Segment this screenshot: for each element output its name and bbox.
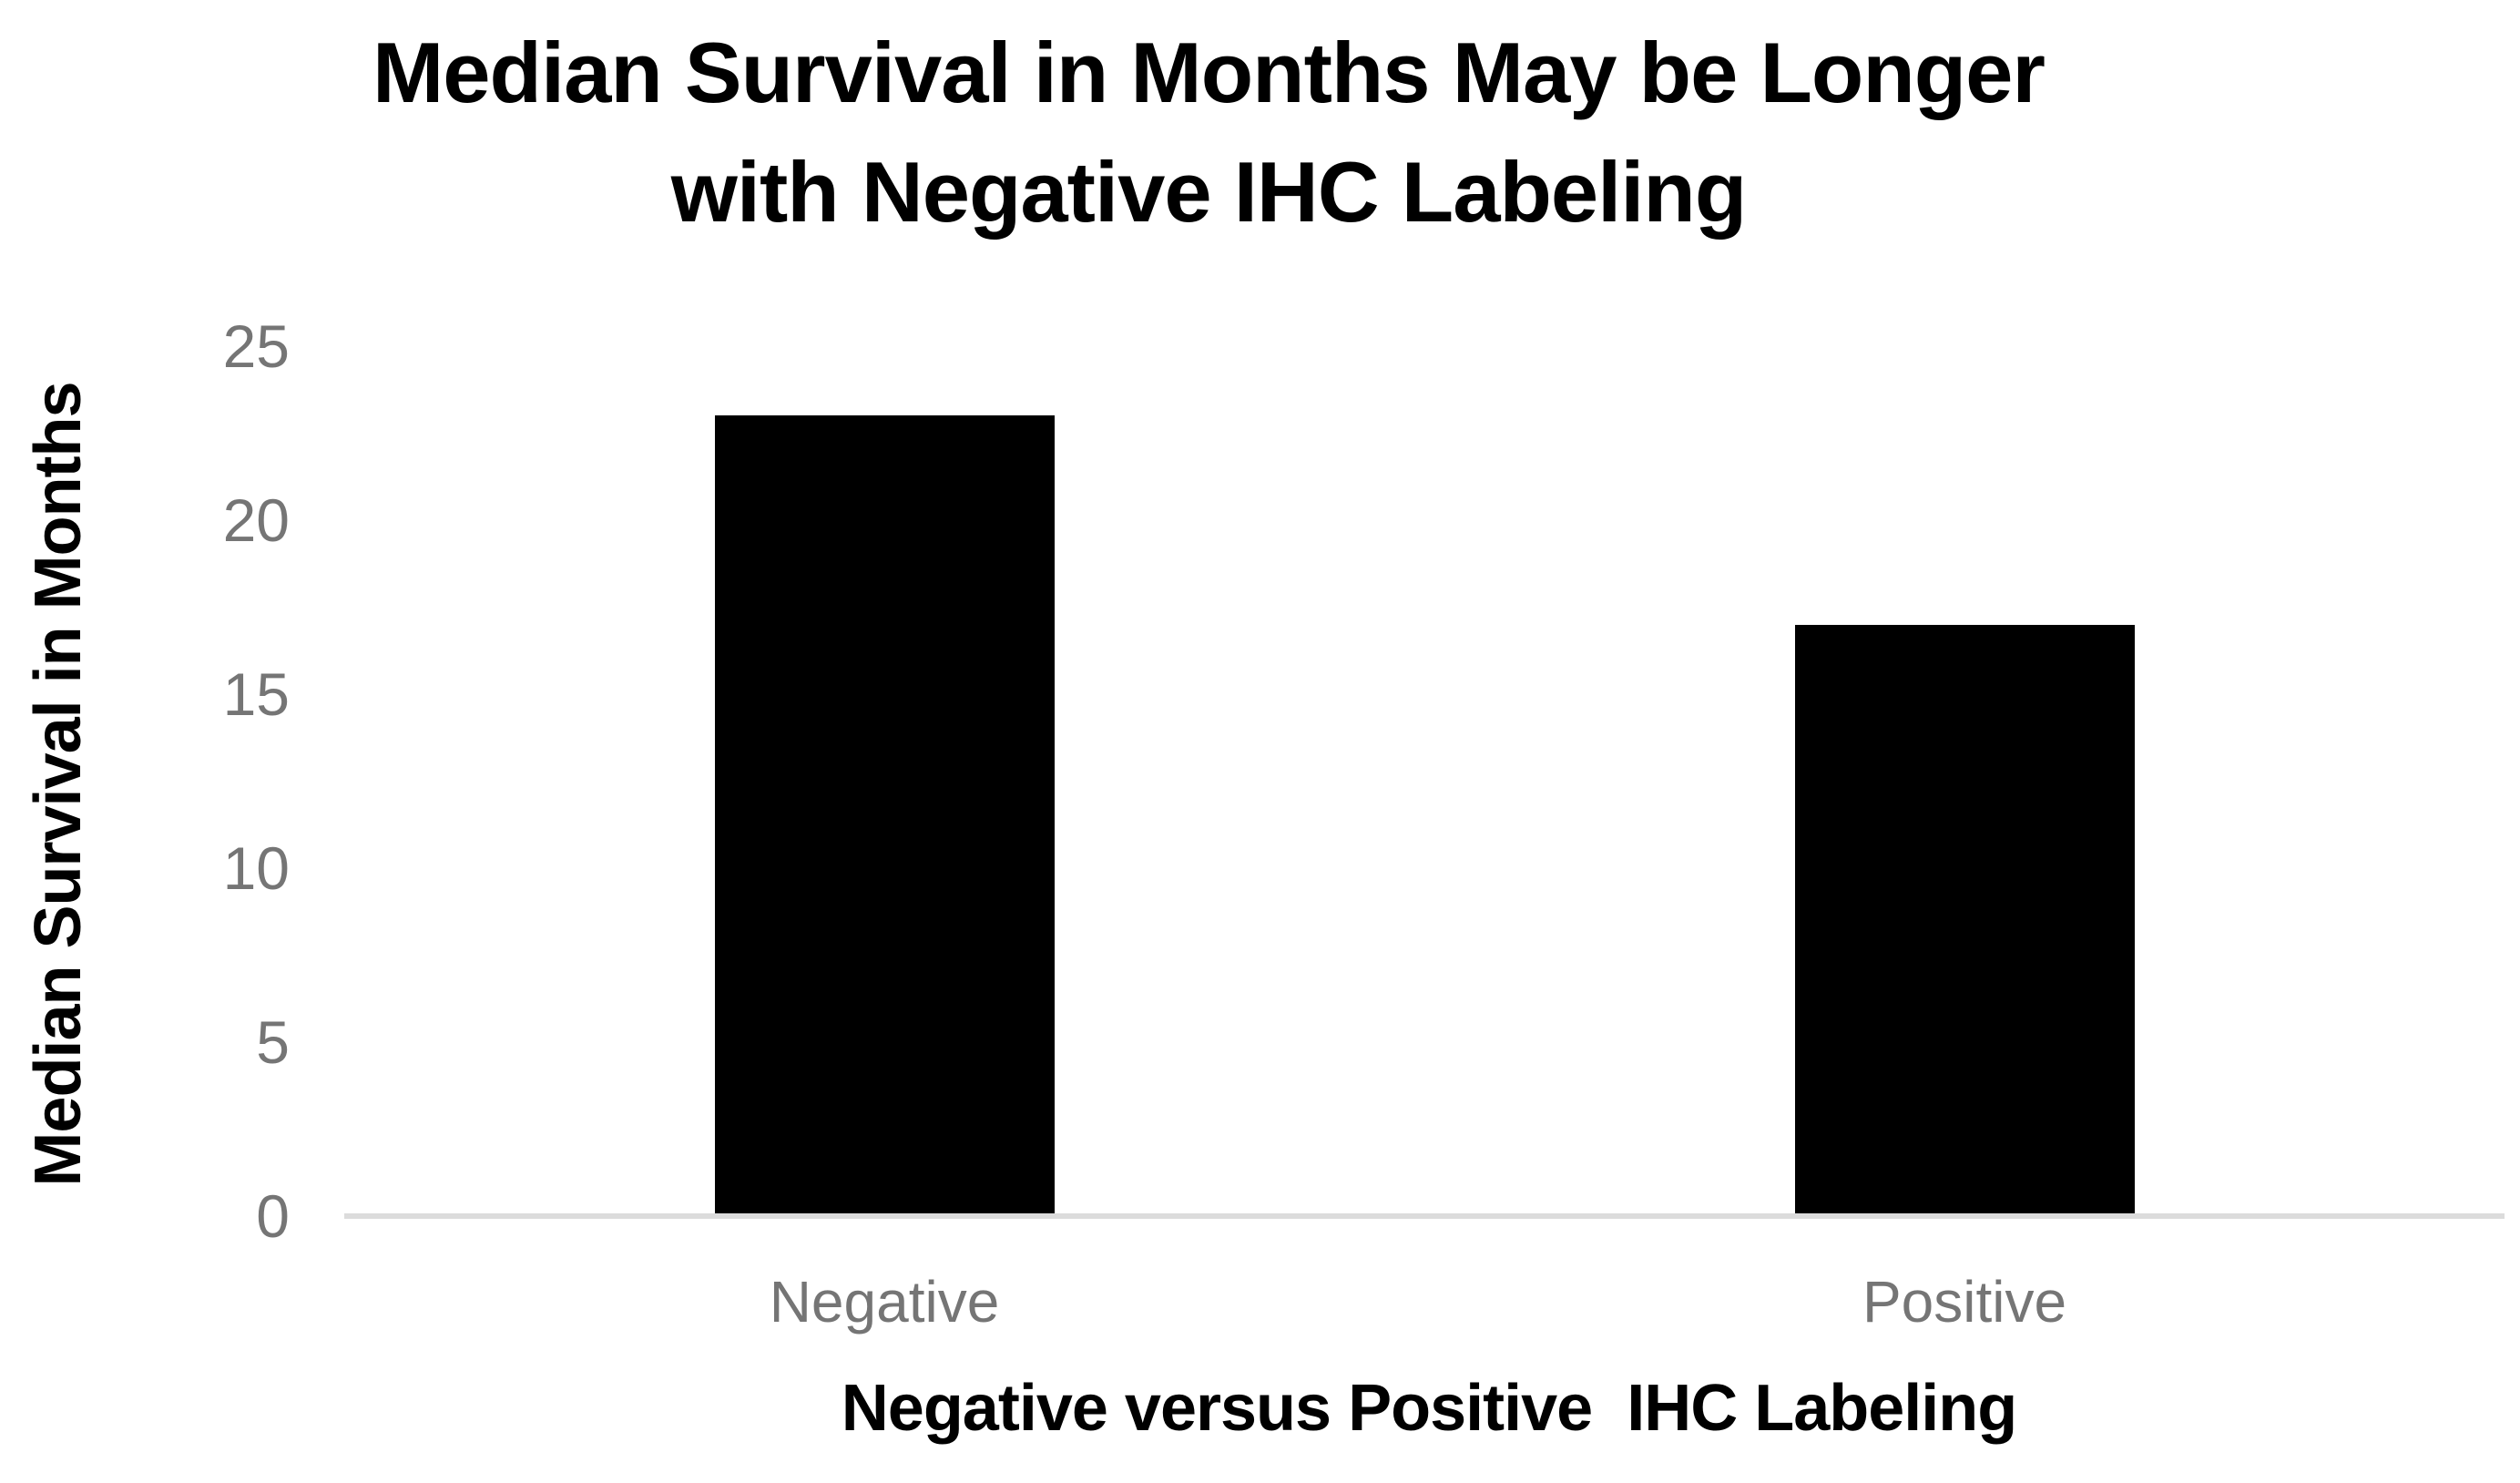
- bar-positive: [1795, 625, 2135, 1216]
- chart-title-line-1: Median Survival in Months May be Longer: [372, 25, 2046, 120]
- y-axis-tick-labels: 25 20 15 10 5 0: [0, 0, 290, 1483]
- chart-title: Median Survival in Months May be Longer …: [0, 13, 2417, 251]
- x-category-label-negative: Negative: [769, 1269, 1000, 1335]
- y-tick-label: 0: [256, 1182, 290, 1250]
- x-axis-line: [344, 1213, 2505, 1219]
- y-tick-label: 25: [222, 312, 290, 380]
- y-tick-label: 10: [222, 834, 290, 902]
- chart-title-line-2: with Negative IHC Labeling: [670, 144, 1748, 240]
- plot-area: [344, 346, 2505, 1216]
- x-axis-category-labels: Negative Positive: [344, 1269, 2505, 1375]
- y-tick-label: 5: [256, 1008, 290, 1076]
- y-tick-label: 15: [222, 660, 290, 728]
- x-category-label-positive: Positive: [1862, 1269, 2067, 1335]
- bar-negative: [715, 415, 1055, 1216]
- y-tick-label: 20: [222, 486, 290, 554]
- x-axis-title: Negative versus Positive IHC Labeling: [841, 1372, 2017, 1445]
